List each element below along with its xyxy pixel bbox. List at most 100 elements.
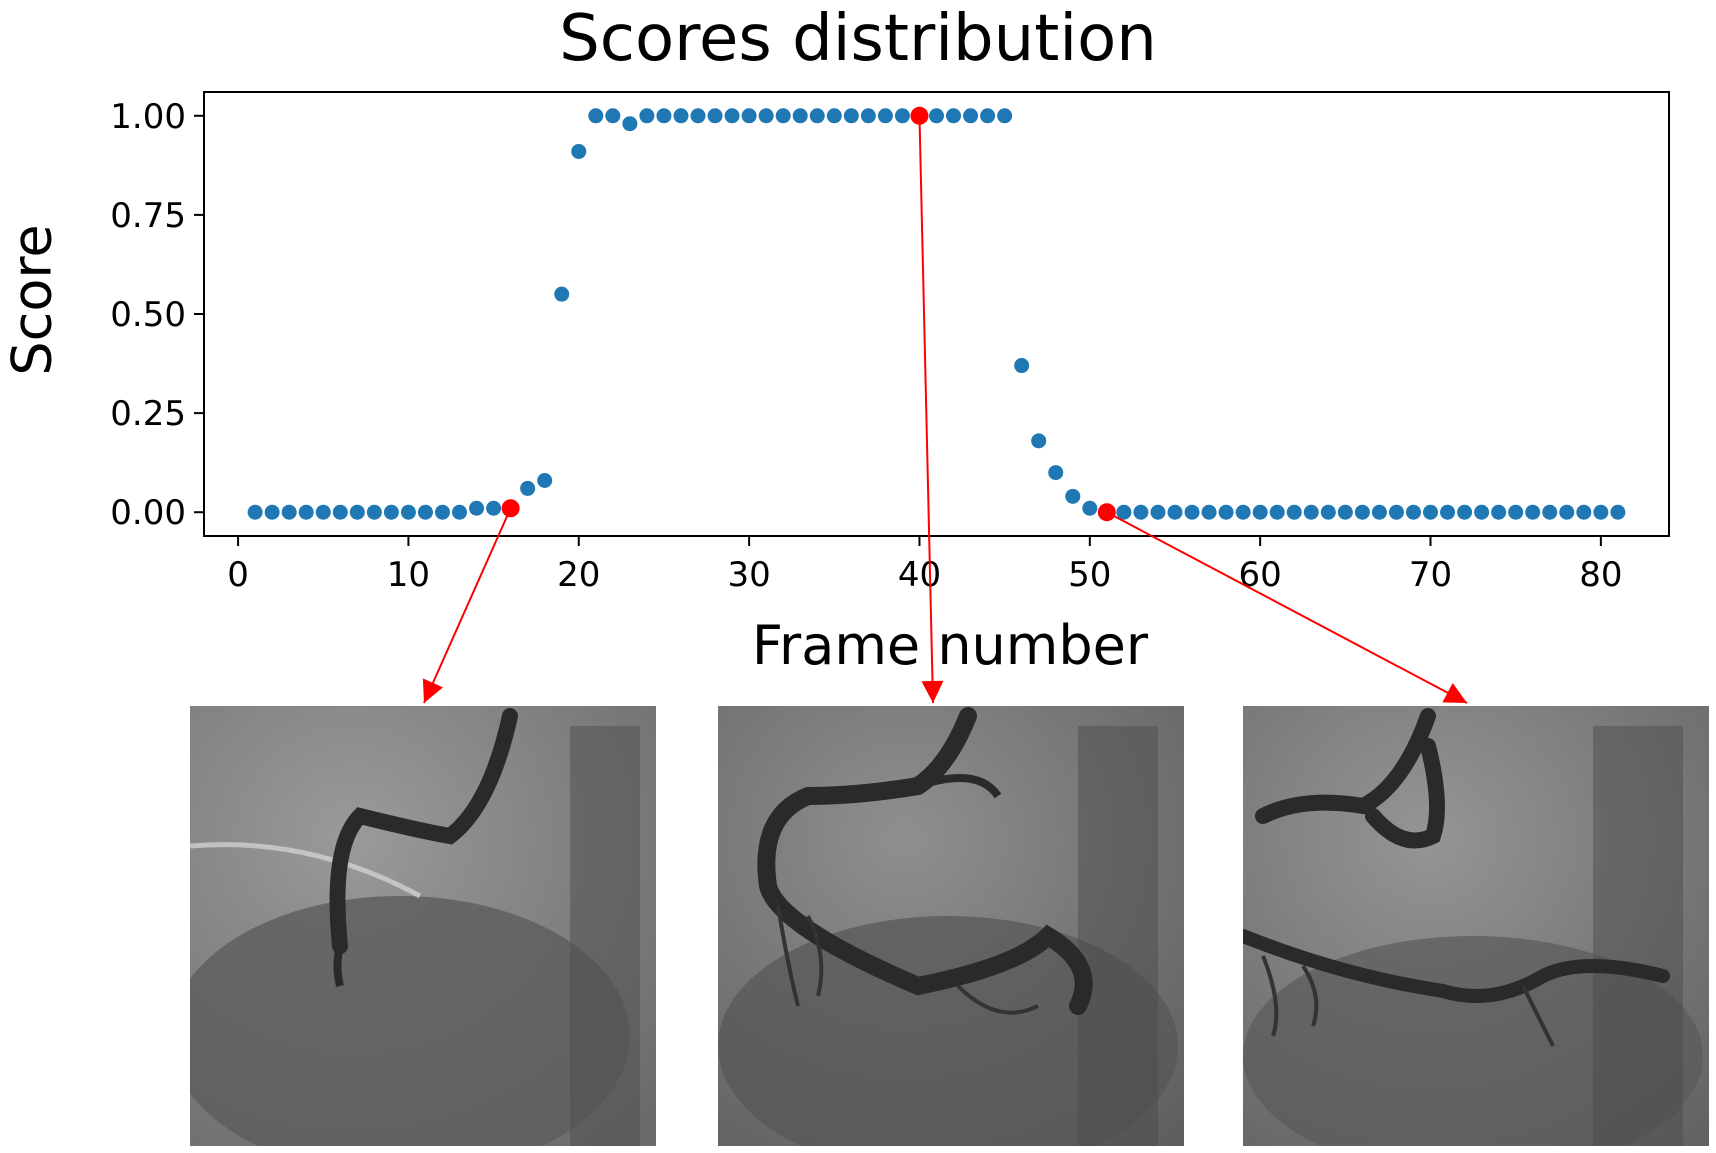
data-point bbox=[1491, 504, 1507, 520]
data-point bbox=[434, 504, 450, 520]
data-point bbox=[1048, 465, 1064, 481]
data-point bbox=[571, 143, 587, 159]
x-tick-label: 60 bbox=[1239, 555, 1282, 595]
angiogram-frame-40 bbox=[718, 706, 1184, 1146]
data-point bbox=[298, 504, 314, 520]
data-point bbox=[809, 108, 825, 124]
data-point bbox=[1474, 504, 1490, 520]
data-point bbox=[1337, 504, 1353, 520]
data-point bbox=[946, 108, 962, 124]
data-point bbox=[894, 108, 910, 124]
data-point bbox=[1457, 504, 1473, 520]
data-point bbox=[1508, 504, 1524, 520]
data-point bbox=[1354, 504, 1370, 520]
data-point bbox=[520, 480, 536, 496]
plot-frame bbox=[203, 91, 1670, 537]
x-ticks: 0 10 20 30 40 50 60 70 80 bbox=[227, 536, 1622, 595]
data-point bbox=[1371, 504, 1387, 520]
arrow-line bbox=[1106, 511, 1468, 704]
angiogram-frame-51 bbox=[1243, 706, 1709, 1146]
arrow-line bbox=[423, 507, 512, 704]
data-point bbox=[1286, 504, 1302, 520]
y-tick-label: 1.00 bbox=[110, 97, 186, 137]
data-point bbox=[1423, 504, 1439, 520]
data-point bbox=[1269, 504, 1285, 520]
data-point bbox=[724, 108, 740, 124]
data-point bbox=[315, 504, 331, 520]
data-point bbox=[469, 500, 485, 516]
y-tick-label: 0.50 bbox=[110, 295, 186, 335]
data-point bbox=[1252, 504, 1268, 520]
data-point bbox=[1133, 504, 1149, 520]
arrow-head bbox=[422, 678, 443, 703]
data-point bbox=[554, 286, 570, 302]
data-point bbox=[622, 116, 638, 132]
data-point bbox=[929, 108, 944, 124]
data-point bbox=[281, 504, 297, 520]
data-point bbox=[247, 504, 263, 520]
x-tick-label: 0 bbox=[227, 555, 249, 595]
data-point bbox=[639, 108, 655, 124]
highlighted-point bbox=[1097, 503, 1116, 522]
x-tick-label: 30 bbox=[727, 555, 770, 595]
x-tick-label: 10 bbox=[387, 555, 430, 595]
data-point bbox=[673, 108, 689, 124]
data-point bbox=[486, 500, 502, 516]
data-point bbox=[775, 108, 791, 124]
data-point bbox=[383, 504, 399, 520]
data-point bbox=[1235, 504, 1251, 520]
data-point bbox=[1440, 504, 1456, 520]
data-point bbox=[588, 108, 604, 124]
chart-title: Scores distribution bbox=[559, 2, 1157, 76]
data-point bbox=[605, 108, 621, 124]
data-point bbox=[1218, 504, 1234, 520]
data-point bbox=[690, 108, 706, 124]
data-point bbox=[1610, 504, 1626, 520]
data-point bbox=[707, 108, 723, 124]
data-point bbox=[1542, 504, 1558, 520]
data-point bbox=[826, 108, 842, 124]
data-point bbox=[349, 504, 365, 520]
data-point bbox=[1065, 488, 1081, 504]
data-point bbox=[758, 108, 774, 124]
data-point bbox=[537, 473, 553, 488]
data-point bbox=[1576, 504, 1592, 520]
data-point bbox=[1559, 504, 1575, 520]
data-point bbox=[843, 108, 859, 124]
data-point bbox=[1184, 504, 1200, 520]
data-point bbox=[741, 108, 757, 124]
y-tick-label: 0.25 bbox=[110, 394, 186, 434]
data-point bbox=[1150, 504, 1166, 520]
data-point bbox=[1388, 504, 1404, 520]
data-point bbox=[1320, 504, 1336, 520]
x-tick-label: 50 bbox=[1068, 555, 1111, 595]
data-point bbox=[656, 108, 672, 124]
data-point bbox=[860, 108, 876, 124]
data-point bbox=[1201, 504, 1217, 520]
arrows bbox=[422, 106, 1468, 704]
arrow-line bbox=[918, 115, 934, 704]
data-point bbox=[877, 108, 893, 124]
data-point bbox=[963, 108, 979, 124]
data-point bbox=[1525, 504, 1541, 520]
data-point bbox=[1593, 504, 1609, 520]
x-tick-label: 70 bbox=[1409, 555, 1452, 595]
arrow-head bbox=[921, 680, 944, 703]
y-tick-label: 0.75 bbox=[110, 196, 186, 236]
data-point bbox=[1082, 500, 1098, 516]
data-point bbox=[1303, 504, 1319, 520]
data-point bbox=[1014, 358, 1030, 374]
data-point bbox=[1031, 433, 1047, 449]
x-axis-label: Frame number bbox=[751, 614, 1149, 677]
data-point bbox=[417, 504, 433, 520]
arrow-head bbox=[1442, 682, 1467, 703]
data-points bbox=[247, 108, 1626, 520]
data-point bbox=[1167, 504, 1183, 520]
x-tick-label: 80 bbox=[1579, 555, 1622, 595]
data-point bbox=[332, 504, 348, 520]
data-point bbox=[452, 504, 468, 520]
highlighted-point bbox=[910, 106, 929, 125]
y-ticks: 0.00 0.25 0.50 0.75 1.00 bbox=[110, 97, 204, 533]
